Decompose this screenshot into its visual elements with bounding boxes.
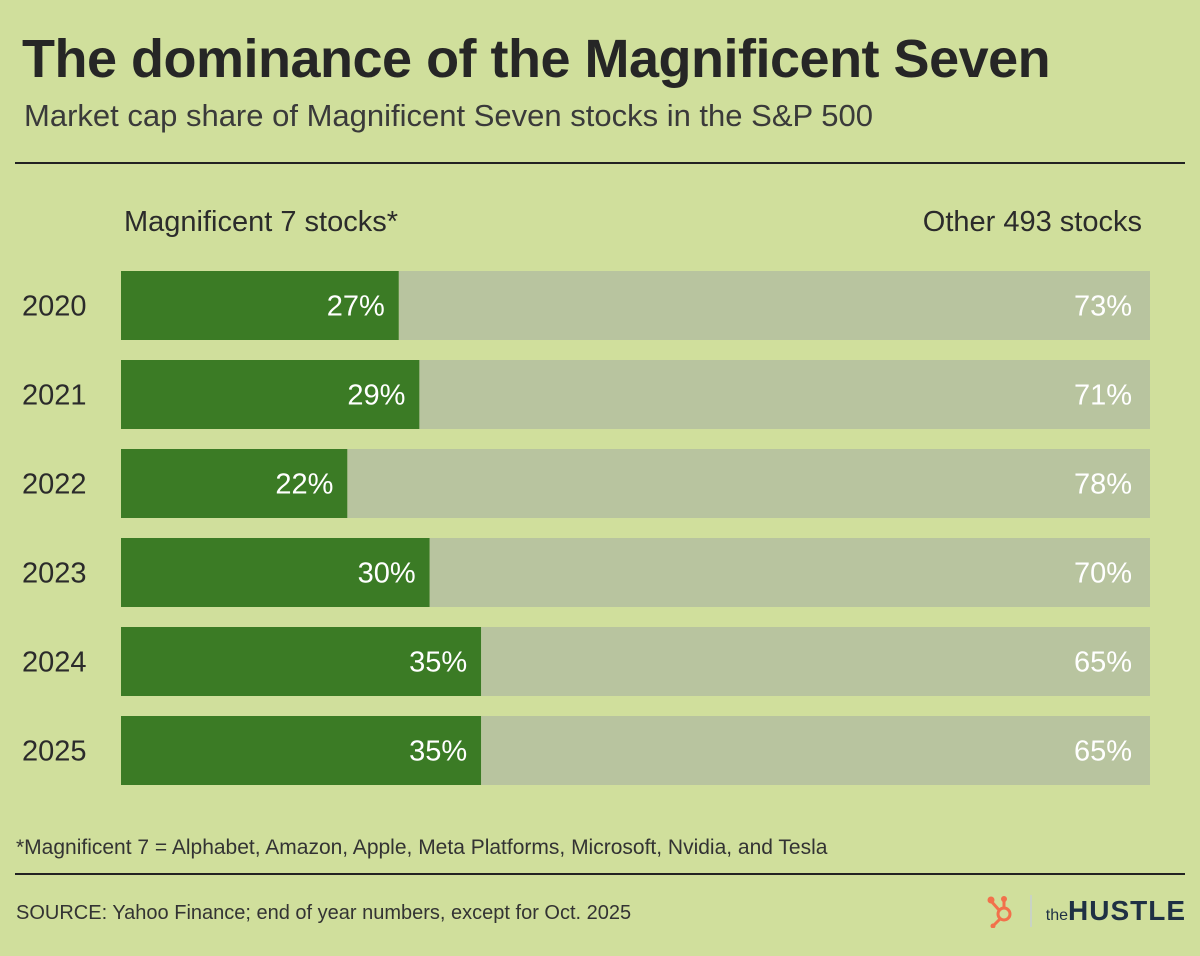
bar-other: [398, 271, 1151, 340]
data-label-mag7: 22%: [275, 469, 333, 501]
data-label-other: 78%: [1074, 469, 1132, 501]
year-label: 2025: [22, 736, 87, 768]
bar-other: [481, 627, 1150, 696]
bar-other: [419, 360, 1150, 429]
top-divider: [15, 162, 1185, 164]
data-label-mag7: 30%: [358, 558, 416, 590]
bar-other: [481, 716, 1150, 785]
bottom-divider: [15, 873, 1185, 875]
bar-mag7: [121, 538, 430, 607]
year-label: 2022: [22, 469, 87, 501]
year-label: 2020: [22, 291, 87, 323]
data-label-other: 65%: [1074, 647, 1132, 679]
year-label: 2023: [22, 558, 87, 590]
bar-mag7: [121, 360, 420, 429]
data-label-other: 73%: [1074, 291, 1132, 323]
data-label-mag7: 35%: [409, 736, 467, 768]
data-label-mag7: 29%: [347, 380, 405, 412]
bar-mag7: [121, 716, 482, 785]
data-label-mag7: 27%: [327, 291, 385, 323]
source-note: SOURCE: Yahoo Finance; end of year numbe…: [16, 902, 632, 924]
hubspot-sprocket-icon: [987, 896, 1012, 928]
legend-other: Other 493 stocks: [922, 206, 1142, 238]
year-label: 2024: [22, 647, 87, 679]
the-hustle-logo: theHUSTLE: [986, 894, 1186, 928]
bar-other: [429, 538, 1150, 607]
bar-mag7: [121, 627, 482, 696]
footnote: *Magnificent 7 = Alphabet, Amazon, Apple…: [16, 836, 828, 859]
data-label-other: 71%: [1074, 380, 1132, 412]
chart-subtitle: Market cap share of Magnificent Seven st…: [24, 98, 873, 133]
logo-separator: [1029, 895, 1032, 927]
bar-mag7: [121, 271, 399, 340]
hustle-wordmark: theHUSTLE: [1045, 895, 1186, 926]
data-label-mag7: 35%: [409, 647, 467, 679]
chart-title: The dominance of the Magnificent Seven: [22, 29, 1051, 89]
data-label-other: 70%: [1074, 558, 1132, 590]
legend-mag7: Magnificent 7 stocks*: [124, 206, 399, 238]
bar-mag7: [121, 449, 348, 518]
data-label-other: 65%: [1074, 736, 1132, 768]
bar-other: [347, 449, 1150, 518]
year-label: 2021: [22, 380, 87, 412]
